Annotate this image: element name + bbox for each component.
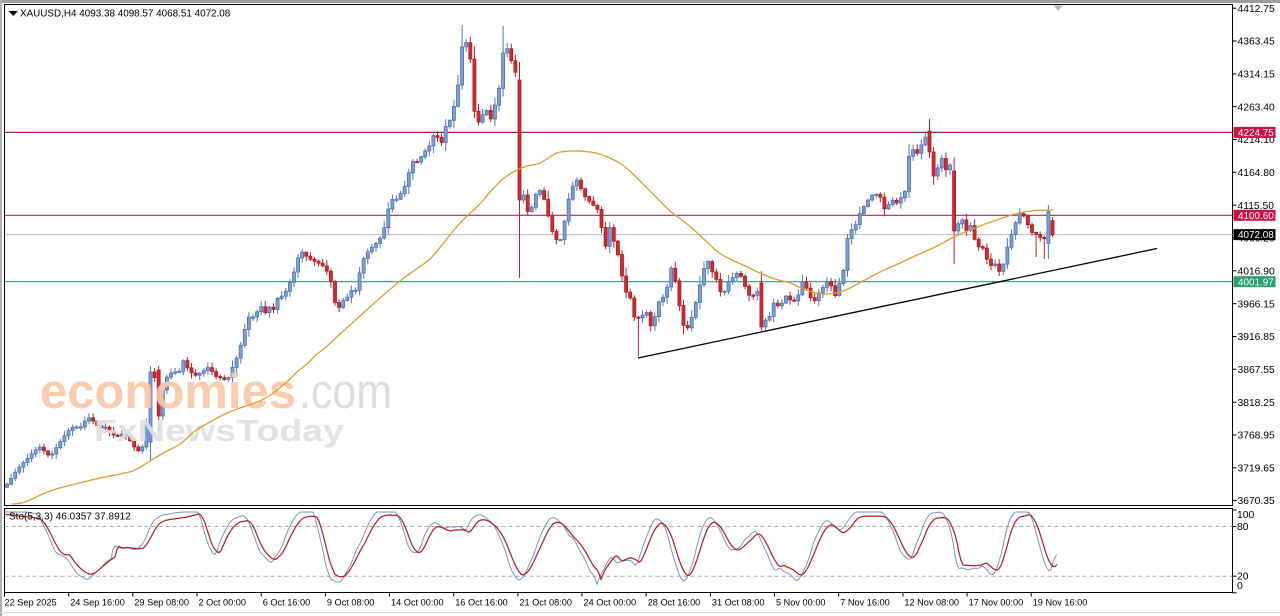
svg-text:FxNewsToday: FxNewsToday: [94, 413, 345, 448]
svg-text:3670.35: 3670.35: [1238, 496, 1275, 507]
svg-text:80: 80: [1237, 522, 1249, 533]
svg-text:3768.95: 3768.95: [1238, 431, 1275, 442]
svg-text:100: 100: [1237, 510, 1254, 521]
svg-text:4263.40: 4263.40: [1238, 102, 1275, 113]
svg-text:24 Sep 16:00: 24 Sep 16:00: [70, 598, 125, 608]
svg-text:22 Sep 2025: 22 Sep 2025: [5, 598, 57, 608]
svg-text:Sto(5,3,3) 46.0357 37.8912: Sto(5,3,3) 46.0357 37.8912: [9, 512, 131, 523]
svg-text:4115.50: 4115.50: [1238, 201, 1275, 212]
svg-text:17 Nov 00:00: 17 Nov 00:00: [969, 598, 1024, 608]
svg-text:9 Oct 08:00: 9 Oct 08:00: [327, 598, 375, 608]
svg-text:.com: .com: [299, 365, 392, 419]
svg-text:28 Oct 16:00: 28 Oct 16:00: [648, 598, 701, 608]
svg-text:14 Oct 00:00: 14 Oct 00:00: [391, 598, 444, 608]
svg-text:3966.15: 3966.15: [1238, 299, 1275, 310]
svg-text:4001.97: 4001.97: [1238, 277, 1274, 288]
svg-text:7 Nov 16:00: 7 Nov 16:00: [840, 598, 890, 608]
svg-text:4072.08: 4072.08: [1238, 230, 1274, 241]
svg-text:3916.85: 3916.85: [1238, 332, 1275, 343]
svg-text:4224.75: 4224.75: [1238, 128, 1274, 139]
svg-text:4314.15: 4314.15: [1238, 70, 1275, 81]
svg-text:4214.10: 4214.10: [1238, 135, 1275, 146]
svg-text:5 Nov 00:00: 5 Nov 00:00: [776, 598, 826, 608]
svg-text:4100.60: 4100.60: [1238, 211, 1274, 222]
svg-text:29 Sep 08:00: 29 Sep 08:00: [134, 598, 189, 608]
svg-text:6 Oct 16:00: 6 Oct 16:00: [263, 598, 311, 608]
svg-text:24 Oct 00:00: 24 Oct 00:00: [584, 598, 637, 608]
svg-text:21 Oct 08:00: 21 Oct 08:00: [519, 598, 572, 608]
svg-text:3818.25: 3818.25: [1238, 398, 1275, 409]
svg-text:0: 0: [1237, 581, 1243, 592]
svg-text:4016.90: 4016.90: [1238, 266, 1275, 277]
svg-text:4363.45: 4363.45: [1238, 37, 1275, 48]
svg-text:3719.65: 3719.65: [1238, 463, 1275, 474]
svg-text:16 Oct 16:00: 16 Oct 16:00: [455, 598, 508, 608]
svg-text:3867.55: 3867.55: [1238, 365, 1275, 376]
svg-text:2 Oct 00:00: 2 Oct 00:00: [199, 598, 247, 608]
svg-text:12 Nov 08:00: 12 Nov 08:00: [904, 598, 959, 608]
svg-text:4164.80: 4164.80: [1238, 168, 1275, 179]
svg-text:XAUUSD,H4 4093.38 4098.57 406: XAUUSD,H4 4093.38 4098.57 4068.51 4072.0…: [20, 8, 231, 19]
svg-text:19 Nov 16:00: 19 Nov 16:00: [1033, 598, 1088, 608]
svg-text:31 Oct 08:00: 31 Oct 08:00: [712, 598, 765, 608]
svg-text:4412.75: 4412.75: [1238, 4, 1275, 15]
svg-text:20: 20: [1237, 572, 1249, 583]
svg-text:economies: economies: [40, 365, 296, 419]
